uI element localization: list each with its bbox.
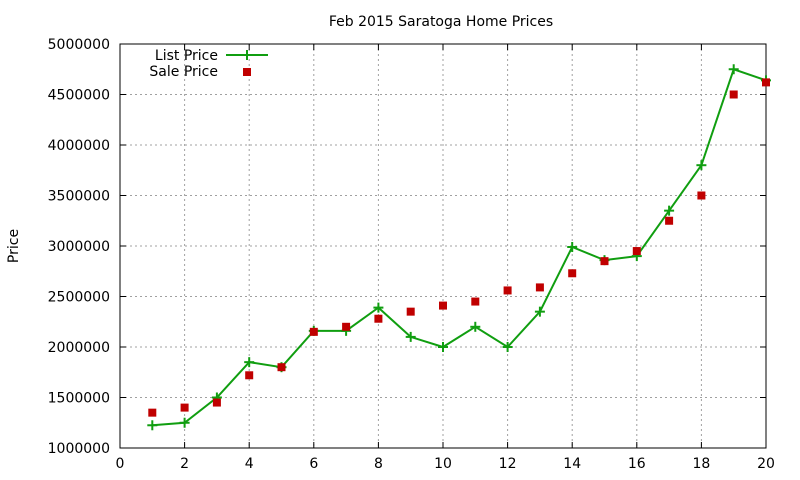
list-price-point [534, 306, 545, 317]
list-price-point [179, 417, 190, 428]
list-price-point [502, 342, 513, 352]
sale-price-point [180, 403, 189, 412]
x-tick-label: 16 [628, 456, 646, 472]
x-tick-label: 0 [116, 456, 125, 472]
list-price-point [373, 302, 384, 313]
y-tick-label: 3000000 [48, 239, 110, 255]
x-tick-label: 8 [374, 456, 383, 472]
y-tick-label: 4500000 [48, 88, 110, 104]
list-price-point [470, 321, 481, 332]
list-price-point [664, 205, 675, 216]
sale-price-point [503, 286, 512, 295]
x-tick-label: 14 [563, 456, 581, 472]
sale-price-point [374, 314, 383, 323]
x-tick-label: 12 [499, 456, 517, 472]
x-axis-tick-labels: 0 2 4 6 8 10 12 14 16 18 20 [116, 456, 775, 472]
legend-label-sale-price: Sale Price [149, 64, 218, 80]
legend: List Price Sale Price [149, 48, 268, 80]
list-price-point [405, 331, 416, 342]
y-axis-tick-labels: 1000000 1500000 2000000 2500000 3000000 35000… [48, 37, 110, 457]
sale-price-point [439, 301, 447, 310]
sale-price-point [277, 363, 286, 372]
sale-price-point [697, 191, 706, 200]
list-price-point [438, 342, 448, 352]
sale-price-point [245, 371, 254, 380]
sale-price-point [568, 269, 577, 278]
sale-price-point [535, 283, 544, 292]
y-tick-label: 3500000 [48, 189, 110, 205]
y-tick-label: 2000000 [48, 340, 110, 356]
list-price-line [152, 67, 767, 427]
legend-label-list-price: List Price [155, 48, 218, 64]
list-price-point [696, 160, 707, 171]
sale-price-point [309, 327, 318, 336]
x-tick-label: 4 [245, 456, 254, 472]
x-tick-label: 18 [692, 456, 710, 472]
list-price-point [567, 242, 578, 253]
x-tick-label: 6 [309, 456, 318, 472]
sale-price-point [632, 247, 641, 256]
y-tick-label: 2500000 [48, 290, 110, 306]
y-axis-label: Price [6, 229, 22, 263]
sale-price-point [665, 216, 674, 225]
tick-marks [119, 43, 767, 449]
sale-price-point [342, 322, 351, 331]
y-tick-label: 1000000 [48, 441, 110, 457]
grid-lines [120, 44, 766, 448]
sale-price-point [471, 297, 480, 306]
series-list-price [147, 64, 771, 431]
list-price-point [147, 420, 158, 431]
series-sale-price [148, 78, 770, 417]
sale-price-point [212, 398, 221, 407]
legend-marker-list-price [242, 50, 252, 60]
sale-price-point [600, 257, 609, 266]
sale-price-point [762, 78, 770, 87]
x-tick-label: 2 [180, 456, 189, 472]
list-price-point [728, 64, 739, 75]
x-tick-label: 10 [434, 456, 452, 472]
x-tick-label: 20 [757, 456, 775, 472]
y-tick-label: 1500000 [48, 391, 110, 407]
sale-price-point [406, 307, 415, 316]
y-tick-label: 4000000 [48, 138, 110, 154]
legend-marker-sale-price [243, 68, 251, 76]
chart-title: Feb 2015 Saratoga Home Prices [329, 14, 553, 30]
sale-price-point [148, 408, 157, 417]
y-tick-label: 5000000 [48, 37, 110, 53]
sale-price-point [729, 90, 738, 99]
list-price-point [244, 357, 255, 368]
